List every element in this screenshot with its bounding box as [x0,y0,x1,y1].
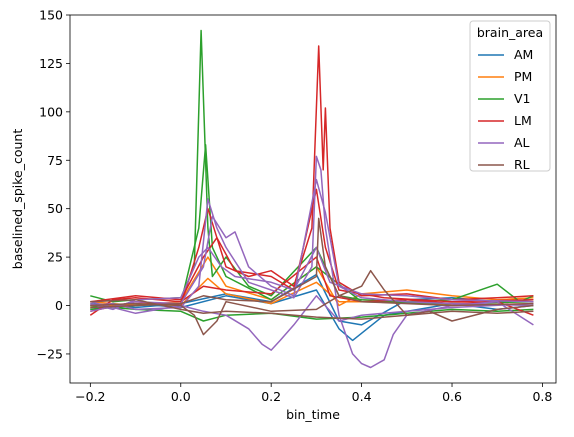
legend-title: brain_area [477,25,543,40]
legend: brain_area AM PM V1 LM AL RL [469,20,551,172]
x-tick-label: 0.2 [261,389,281,404]
legend-label-pm: PM [514,69,532,84]
series-line-al-4 [90,246,534,311]
x-axis: −0.2 0.0 0.2 0.4 0.6 0.8 [75,383,552,404]
y-axis-label: baselined_spike_count [10,129,25,270]
series-line-v1-3 [90,304,534,322]
x-tick-label: 0.4 [352,389,372,404]
x-tick-label: 0.6 [442,389,462,404]
y-tick-label: 125 [39,56,63,71]
y-tick-label: 50 [47,201,63,216]
x-tick-label: −0.2 [75,389,105,404]
y-tick-label: 75 [47,153,63,168]
series-lines [89,29,534,369]
legend-label-v1: V1 [514,91,531,106]
y-tick-label: 150 [39,8,63,23]
series-line-lm-2 [90,188,534,303]
y-tick-label: 25 [47,250,63,265]
series-line-al-1 [90,155,534,369]
series-line-al-2 [90,178,534,313]
x-tick-label: 0.0 [171,389,191,404]
plot-frame [69,14,557,384]
legend-label-am: AM [514,47,533,62]
series-line-lm-1 [90,45,534,313]
series-line-al-3 [90,295,534,351]
x-axis-label: bin_time [286,407,340,422]
y-tick-label: −25 [37,346,63,361]
y-tick-label: 100 [39,104,63,119]
legend-box [469,20,551,172]
series-line-rl-2 [90,217,534,309]
y-axis: −25 0 25 50 75 100 125 150 [37,8,70,361]
legend-label-rl: RL [514,157,530,172]
series-line-rl-3 [90,298,534,320]
legend-label-al: AL [514,135,530,150]
legend-label-lm: LM [514,113,532,128]
x-tick-label: 0.8 [532,389,552,404]
y-tick-label: 0 [55,298,63,313]
